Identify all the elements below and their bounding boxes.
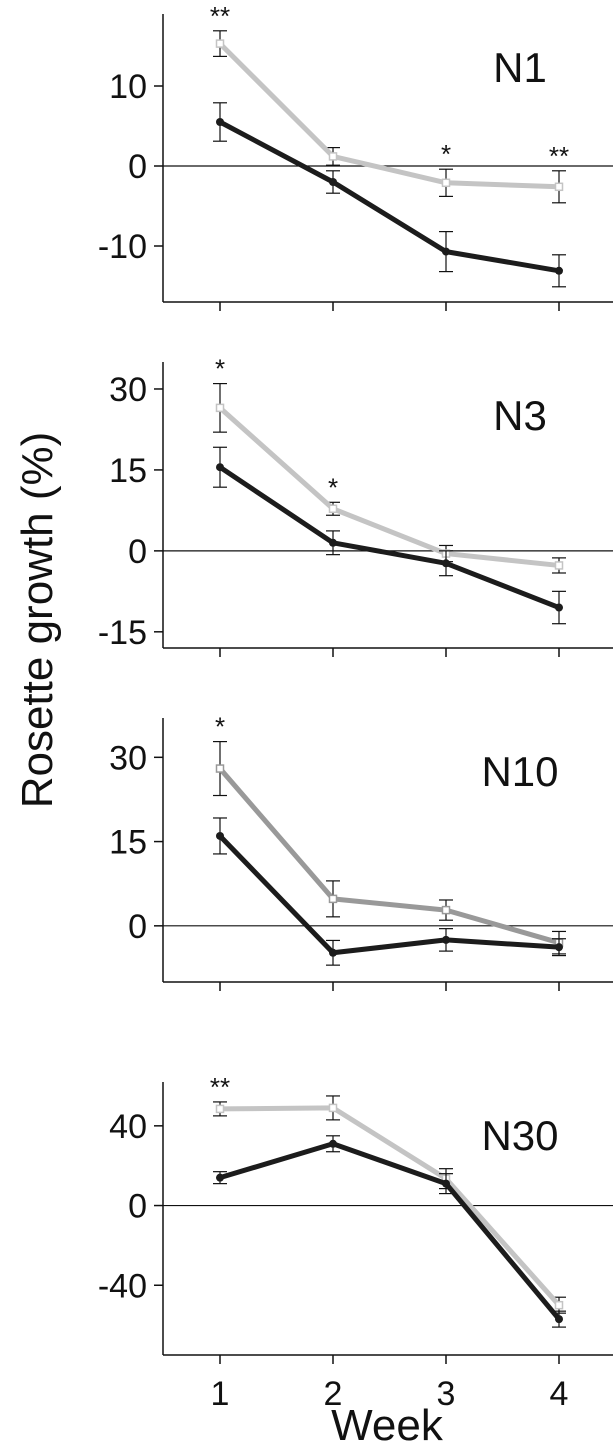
series-line (218, 834, 560, 956)
y-tick-label: 0 (128, 1188, 147, 1226)
significance-marker: * (328, 472, 338, 502)
series-control (213, 1135, 566, 1328)
series-treated (213, 30, 566, 204)
panel-label: N30 (481, 1112, 558, 1159)
data-point (328, 152, 338, 161)
data-point (442, 935, 450, 944)
data-point (215, 39, 225, 48)
y-tick-label: 15 (109, 824, 147, 862)
data-point (442, 1179, 450, 1188)
data-point (441, 905, 451, 915)
panel-label: N3 (493, 392, 547, 439)
panel-label: N10 (481, 748, 558, 795)
data-point (329, 948, 337, 957)
x-tick-label: 1 (211, 1375, 230, 1413)
panel-n3: -15 0 15 30 N3 * * (98, 354, 613, 657)
data-point (216, 463, 224, 472)
series-line (218, 465, 560, 610)
y-axis-title: Rosette growth (%) (13, 432, 62, 809)
data-point (441, 178, 451, 188)
series-control (213, 817, 566, 966)
x-axis-title: Week (331, 1401, 444, 1450)
y-tick-label: 40 (109, 1108, 147, 1146)
y-tick-label: 10 (109, 68, 147, 106)
data-point (215, 764, 225, 773)
series-control (213, 102, 566, 288)
data-point (215, 403, 225, 413)
data-point (216, 831, 224, 840)
data-point (328, 894, 338, 904)
data-point (328, 1103, 338, 1113)
data-point (329, 538, 337, 547)
data-point (554, 561, 564, 570)
series-line (218, 119, 560, 274)
series-control (213, 446, 566, 625)
data-point (555, 943, 563, 952)
series-line (219, 1141, 561, 1321)
significance-marker: * (441, 139, 451, 169)
series-line (218, 766, 560, 946)
y-tick-label: 30 (109, 739, 147, 777)
data-point (554, 182, 564, 192)
data-point (329, 178, 337, 186)
data-point (555, 266, 563, 275)
y-tick-label: 0 (128, 908, 147, 946)
series-line (219, 1105, 561, 1307)
significance-marker: ** (210, 1072, 230, 1102)
significance-marker: * (215, 354, 225, 384)
data-point (555, 603, 563, 612)
y-tick-label: -40 (98, 1267, 147, 1305)
series-line (218, 406, 560, 568)
significance-marker: ** (549, 141, 569, 171)
significance-marker: ** (210, 1, 230, 31)
y-tick-label: 0 (128, 148, 147, 186)
panel-n30: -40 0 40 N30 ** (98, 1072, 613, 1364)
data-point (215, 1104, 225, 1114)
panel-label: N1 (493, 44, 547, 91)
data-point (555, 1315, 563, 1324)
x-tick-label: 2 (324, 1375, 343, 1413)
data-point (328, 504, 338, 514)
data-point (216, 1173, 224, 1182)
significance-marker: * (215, 712, 225, 742)
y-tick-label: -15 (98, 614, 147, 652)
data-point (329, 1139, 337, 1148)
panel-n10: 0 15 30 N10 * (109, 712, 613, 991)
data-point (554, 1300, 564, 1310)
data-point (216, 118, 224, 126)
y-tick-label: 15 (109, 452, 147, 490)
y-tick-label: 30 (109, 371, 147, 409)
data-point (442, 247, 450, 256)
series-line (218, 41, 560, 190)
y-tick-label: -10 (98, 228, 147, 266)
x-tick-label: 4 (550, 1375, 569, 1413)
y-tick-label: 0 (128, 533, 147, 571)
data-point (442, 559, 450, 568)
x-tick-label: 3 (437, 1375, 456, 1413)
